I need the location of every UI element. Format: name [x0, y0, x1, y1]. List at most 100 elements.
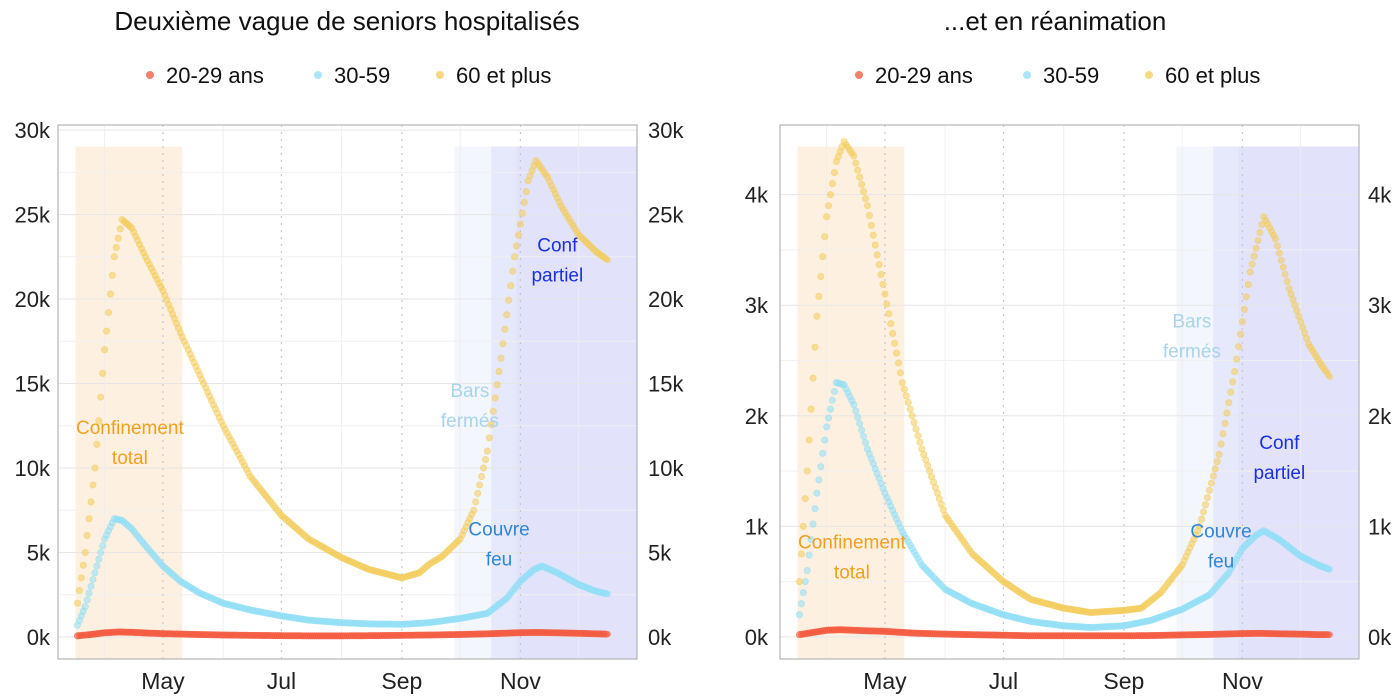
data-point [881, 290, 889, 298]
period-label: Conf [1259, 433, 1300, 454]
data-point [883, 300, 891, 308]
data-point [805, 551, 813, 559]
data-point [869, 231, 877, 239]
y-tick-label: 1k [745, 514, 769, 539]
data-point [854, 166, 862, 174]
y-tick-label-right: 5k [648, 541, 672, 566]
y-tick-label: 15k [15, 372, 51, 397]
data-point [1213, 458, 1221, 466]
data-point [813, 489, 821, 497]
data-point [821, 436, 829, 444]
data-point [1229, 378, 1237, 386]
legend-label: 30-59 [334, 63, 390, 88]
data-point [799, 522, 807, 530]
y-tick-label: 3k [745, 293, 769, 318]
data-point [1256, 229, 1264, 237]
data-point [914, 432, 922, 440]
data-point [81, 549, 89, 557]
data-point [89, 576, 97, 584]
data-point [861, 195, 869, 203]
data-point [518, 209, 526, 217]
data-point [879, 280, 887, 288]
data-point [1248, 260, 1256, 268]
data-point [1281, 270, 1289, 278]
data-point [821, 233, 829, 241]
data-point [1200, 508, 1208, 516]
legend-label: 60 et plus [1165, 63, 1260, 88]
data-point [908, 412, 916, 420]
plot-border [779, 124, 1360, 660]
data-point [112, 244, 120, 252]
data-point [860, 187, 868, 195]
data-point [891, 339, 899, 347]
data-point [811, 343, 819, 351]
data-point [1215, 450, 1223, 458]
data-point [1203, 494, 1211, 502]
data-point [1326, 566, 1334, 573]
data-point [1244, 280, 1252, 288]
data-point [87, 582, 95, 590]
data-point [1217, 440, 1225, 448]
data-point [1235, 343, 1243, 351]
data-point [483, 447, 491, 455]
data-point [472, 498, 480, 506]
data-point [860, 432, 868, 440]
data-point [852, 159, 860, 167]
data-point [1252, 244, 1260, 252]
series-3 [795, 138, 1334, 617]
data-point [906, 405, 914, 413]
data-point [1202, 501, 1210, 509]
legend-swatch [436, 71, 444, 79]
series-1 [73, 628, 612, 640]
y-tick-label: 25k [15, 203, 51, 228]
data-point [809, 520, 817, 528]
data-point [604, 630, 612, 638]
data-point [1225, 399, 1233, 407]
chart-panel-1: Deuxième vague de seniors hospitalisés 20… [15, 6, 685, 694]
data-point [89, 481, 97, 489]
period-label: partiel [531, 266, 583, 287]
y-tick-label: 0k [745, 625, 769, 650]
data-point [93, 440, 101, 448]
period-label: Couvre [468, 520, 529, 541]
data-point [93, 562, 101, 570]
data-point [871, 241, 879, 249]
data-point [474, 489, 482, 497]
data-point [827, 191, 835, 199]
data-point [819, 253, 827, 261]
data-point [85, 589, 93, 597]
data-point [873, 251, 881, 259]
data-point [823, 423, 831, 431]
data-point [503, 311, 511, 319]
data-point [805, 436, 813, 444]
data-point [604, 590, 612, 598]
data-point [493, 381, 501, 389]
data-point [1240, 305, 1248, 313]
data-point [858, 426, 866, 434]
data-point [1207, 479, 1215, 487]
data-point [1196, 522, 1204, 530]
data-point [1233, 355, 1241, 363]
data-point [1227, 388, 1235, 396]
data-point [83, 596, 91, 604]
y-tick-label-right: 10k [648, 456, 684, 481]
data-point [827, 405, 835, 413]
y-tick-label: 30k [15, 118, 51, 143]
data-point [912, 425, 920, 433]
data-point [485, 434, 493, 442]
data-point [799, 589, 807, 597]
data-point [809, 374, 817, 382]
data-point [856, 420, 864, 428]
data-point [499, 340, 507, 348]
data-point [895, 359, 903, 367]
data-point [863, 202, 871, 210]
period-label: total [834, 562, 870, 583]
data-point [497, 354, 505, 362]
period-label: total [112, 448, 148, 469]
data-point [1236, 330, 1244, 338]
data-point [795, 611, 803, 619]
data-point [1209, 472, 1217, 480]
legend-label: 60 et plus [456, 63, 551, 88]
data-point [811, 505, 819, 513]
